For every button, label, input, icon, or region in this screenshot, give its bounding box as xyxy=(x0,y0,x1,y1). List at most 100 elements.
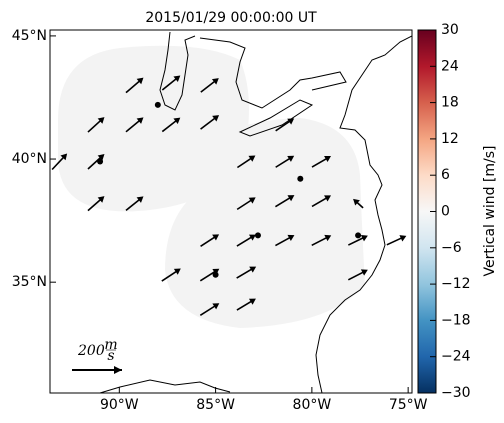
vector-shaft xyxy=(311,235,329,247)
station xyxy=(97,158,104,165)
vector-head xyxy=(212,115,220,122)
wind-vector xyxy=(236,155,256,169)
wind-vector xyxy=(199,303,220,316)
scale-value: 200 xyxy=(77,343,105,359)
coastline xyxy=(99,379,231,393)
vector-shaft xyxy=(125,197,142,211)
vector-shaft xyxy=(161,269,179,282)
map-title: 2015/01/29 00:00:00 UT xyxy=(145,10,317,26)
vector-head xyxy=(287,234,295,242)
wind-vector xyxy=(275,118,295,132)
wind-vector xyxy=(161,268,181,282)
vector-shaft xyxy=(125,118,142,133)
vector-head xyxy=(360,235,368,242)
vector-shaft xyxy=(347,270,366,281)
colorbar-tick-label: 24 xyxy=(441,58,459,74)
colorbar-tick-label: −12 xyxy=(441,276,471,292)
vector-head xyxy=(97,196,105,203)
x-tick-label: 75°W xyxy=(389,397,428,413)
vector-shaft xyxy=(161,118,179,133)
y-tick-label: 40°N xyxy=(12,151,47,167)
vector-shaft xyxy=(199,269,218,282)
wind-vector xyxy=(236,234,256,247)
wind-vector xyxy=(200,78,219,93)
vector-head xyxy=(136,117,144,124)
station xyxy=(212,271,219,278)
wind-vector xyxy=(311,155,331,168)
wind-vector xyxy=(125,77,144,94)
wind-vector xyxy=(51,153,68,171)
vector-shaft xyxy=(125,79,142,94)
wind-vector xyxy=(87,196,105,212)
plot-frame xyxy=(49,29,413,394)
wind-vector xyxy=(125,196,144,211)
vector-shaft xyxy=(347,236,366,246)
colorbar-tick-label: −24 xyxy=(441,349,471,365)
wind-vector xyxy=(236,197,256,211)
vector-head xyxy=(212,234,220,241)
wind-vector xyxy=(275,195,295,208)
x-tick-label: 90°W xyxy=(100,397,139,413)
vector-shaft xyxy=(161,76,179,91)
wind-vector xyxy=(311,234,332,247)
wind-vector xyxy=(236,266,257,279)
station xyxy=(254,232,261,239)
wind-vector xyxy=(347,269,368,281)
colorbar-tick-label: 6 xyxy=(441,167,450,183)
colorbar-tick-label: −18 xyxy=(441,312,471,328)
wind-vector xyxy=(275,155,295,168)
map-background xyxy=(58,31,412,393)
vector-head xyxy=(287,118,295,125)
wind-vector xyxy=(236,298,256,311)
colorbar-tick-label: 18 xyxy=(441,95,459,111)
colorbar-tick-label: −30 xyxy=(441,385,471,401)
vector-head xyxy=(324,234,332,242)
scale-unit: m xyxy=(104,337,117,353)
vector-shaft xyxy=(200,79,217,93)
scale-unit: s xyxy=(107,348,114,364)
colorbar-tick-label: 0 xyxy=(441,204,450,220)
wind-vector xyxy=(200,115,220,130)
station xyxy=(297,175,304,182)
vector-shaft xyxy=(311,196,329,208)
vector-shaft xyxy=(311,156,329,168)
vector-head xyxy=(173,117,181,125)
vector-head xyxy=(248,197,256,204)
vector-shaft xyxy=(275,156,293,168)
vector-shaft xyxy=(200,116,218,130)
colorbar-tick-label: 30 xyxy=(441,22,459,38)
vector-head xyxy=(173,268,181,275)
lake xyxy=(199,37,347,109)
vector-head xyxy=(212,303,220,310)
wind-vector xyxy=(275,234,295,247)
wind-vector xyxy=(161,117,181,133)
vector-shaft xyxy=(200,235,217,247)
wind-vector xyxy=(87,117,105,133)
wind-vector xyxy=(87,154,105,170)
wind-vector xyxy=(311,195,331,208)
vector-shaft xyxy=(386,236,404,246)
y-tick-label: 35°N xyxy=(12,274,47,290)
vector-head xyxy=(353,198,360,206)
vector-shaft xyxy=(51,155,66,171)
vector-shaft xyxy=(236,156,254,169)
vector-head xyxy=(249,266,257,273)
wind-vector xyxy=(200,234,220,247)
vector-head xyxy=(324,195,331,202)
wind-vector xyxy=(125,117,144,133)
wind-vector xyxy=(386,235,407,246)
vector-head xyxy=(248,234,256,241)
wind-vector xyxy=(161,75,181,91)
y-tick-label: 45°N xyxy=(12,28,47,44)
vector-shaft xyxy=(236,299,254,311)
vector-shaft xyxy=(87,118,103,133)
vector-head xyxy=(248,298,256,305)
vector-head xyxy=(287,195,295,202)
wind-vector xyxy=(353,198,364,209)
wind-vector xyxy=(347,235,368,246)
vector-shaft xyxy=(275,235,293,247)
vector-head xyxy=(136,77,144,85)
lake xyxy=(159,31,196,111)
vector-shaft xyxy=(236,267,254,279)
vector-shaft xyxy=(236,198,254,211)
